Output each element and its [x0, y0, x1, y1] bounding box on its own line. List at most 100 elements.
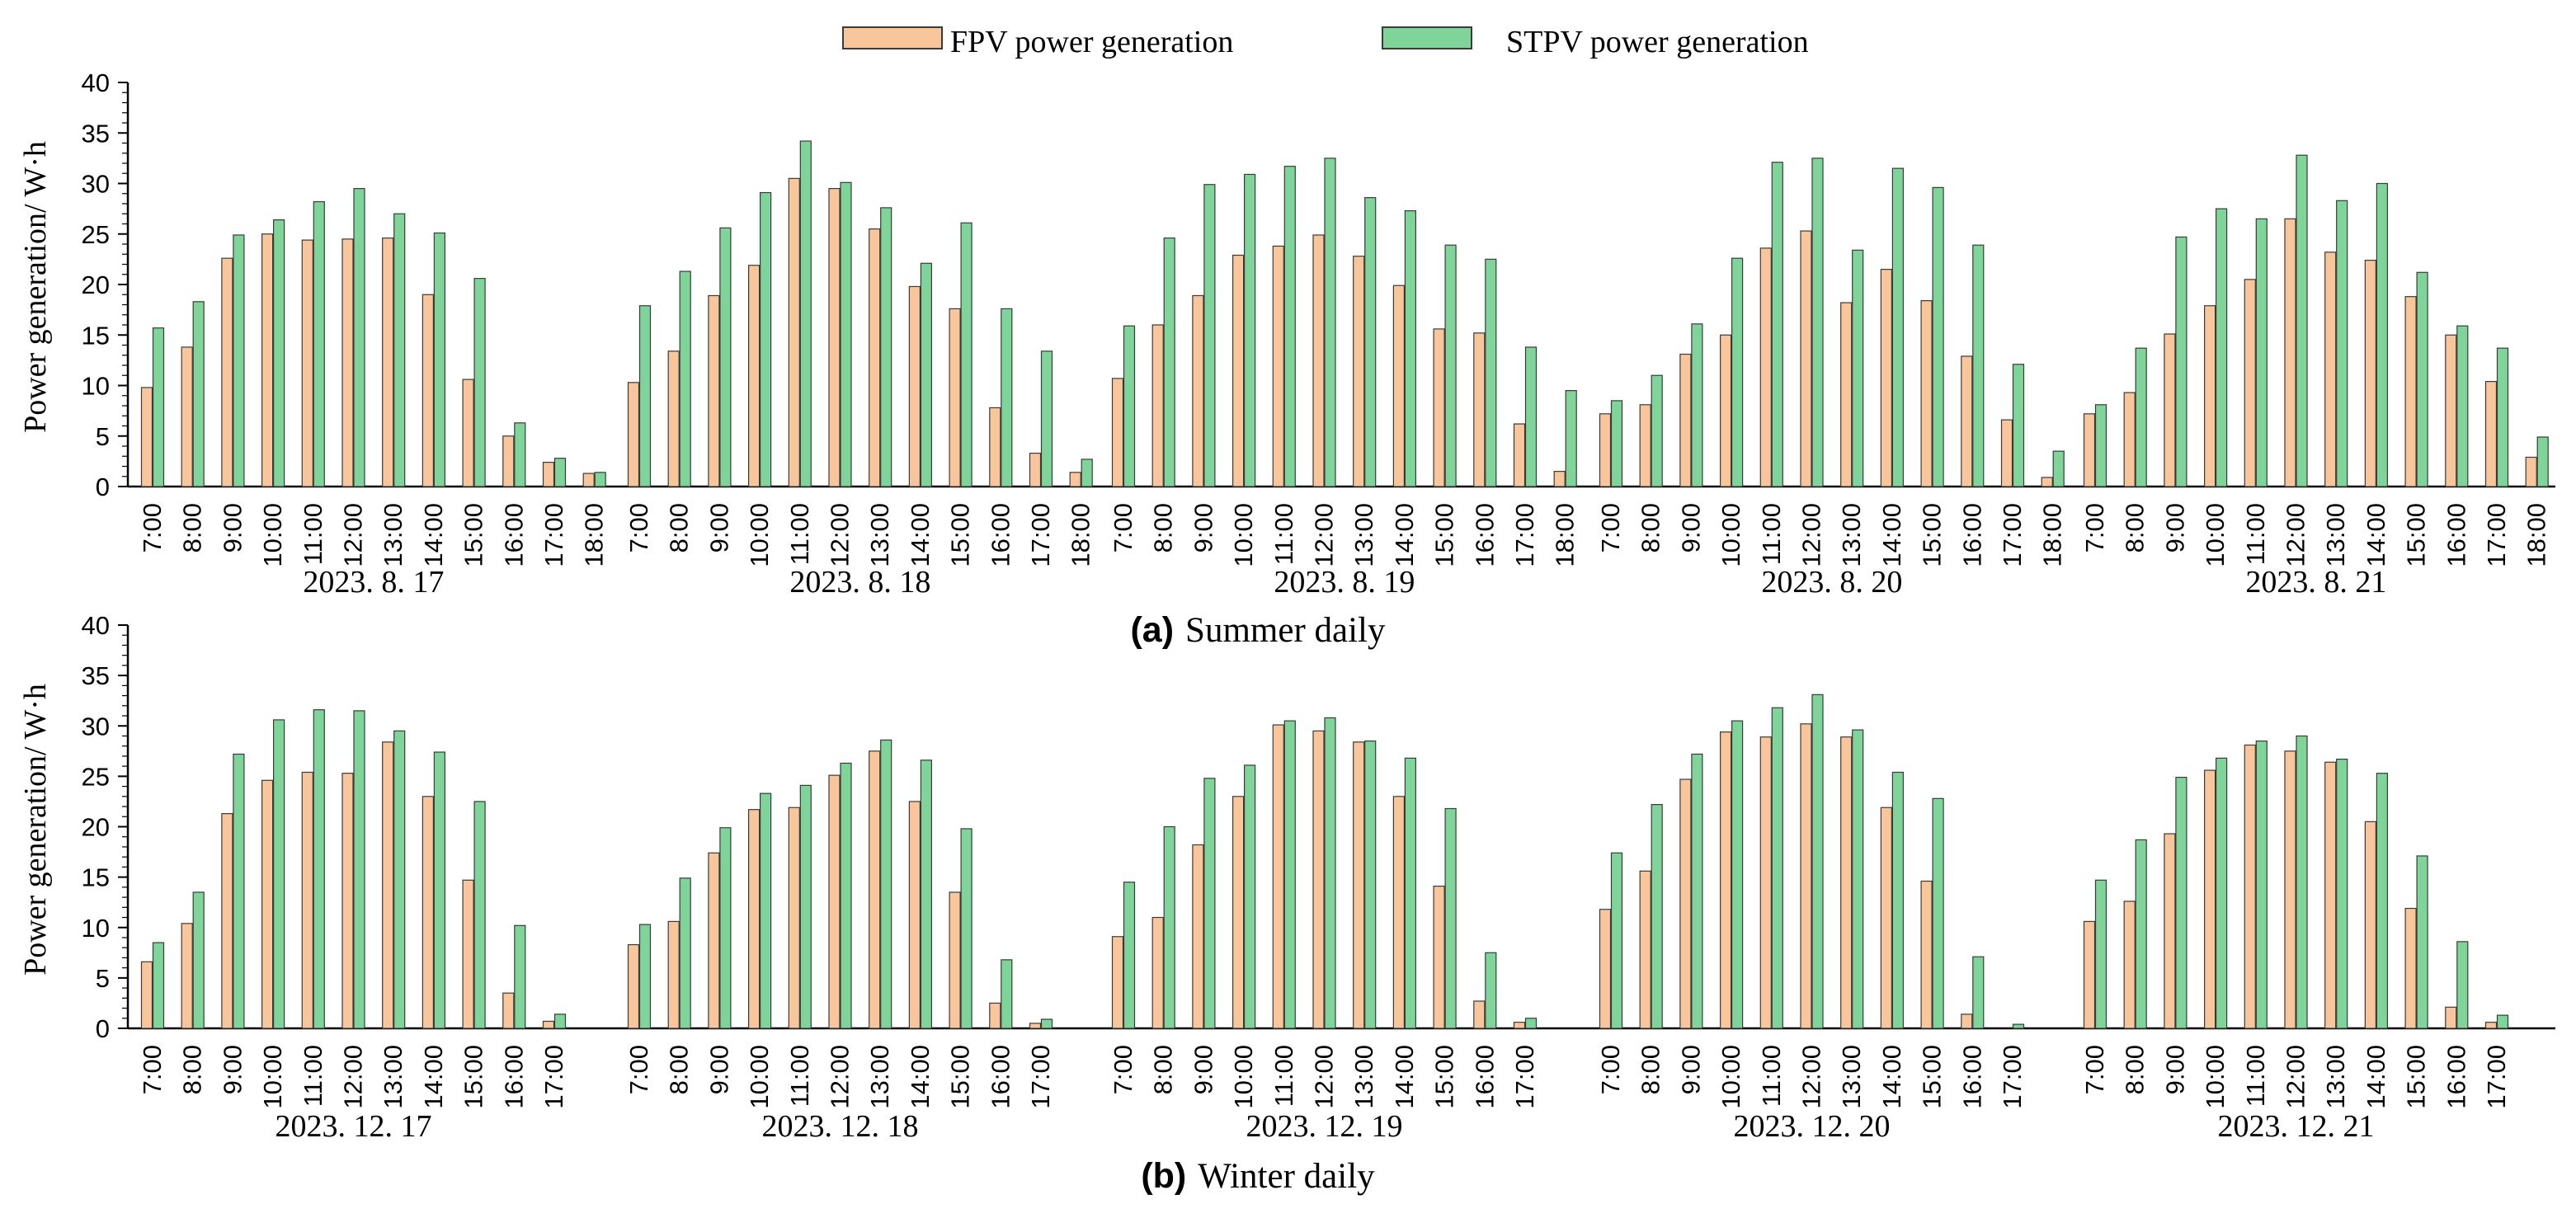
- hour-tick-label: 11:00: [2241, 503, 2270, 565]
- bar-fpv: [828, 774, 841, 1029]
- bar-stpv: [1243, 764, 1256, 1029]
- bar-fpv: [421, 294, 435, 487]
- bar-stpv: [1040, 1018, 1053, 1029]
- bar-fpv: [1312, 234, 1325, 487]
- hour-tick-label: 15:00: [946, 1045, 975, 1109]
- bar-stpv: [1731, 720, 1744, 1029]
- bar-fpv: [2204, 769, 2216, 1029]
- hour-tick-label: 7:00: [138, 1045, 167, 1094]
- hour-tick-label: 14:00: [906, 503, 935, 567]
- bar-fpv: [2324, 761, 2337, 1029]
- hour-tick-label: 15:00: [1430, 503, 1459, 567]
- hour-tick-label: 13:00: [865, 503, 894, 567]
- bar-stpv: [1610, 852, 1623, 1029]
- bar-fpv: [1192, 294, 1204, 487]
- bar-fpv: [788, 807, 800, 1029]
- y-tick-label: 0: [96, 473, 110, 501]
- hour-tick-label: 17:00: [2482, 1045, 2511, 1109]
- bar-fpv: [462, 879, 474, 1029]
- bar-fpv: [341, 773, 354, 1029]
- y-tick-label: 5: [96, 964, 110, 993]
- bar-stpv: [2336, 758, 2348, 1029]
- hour-tick-label: 8:00: [665, 503, 694, 553]
- bar-fpv: [1433, 328, 1445, 487]
- hour-tick-label: 18:00: [2038, 503, 2067, 567]
- bar-fpv: [708, 852, 720, 1029]
- bar-fpv: [708, 294, 720, 487]
- bar-stpv: [393, 730, 406, 1029]
- date-label: 2023. 8. 17: [303, 565, 444, 600]
- panel-summer: Power generation/ W·h 0 5 10 15 20 25 30 35 40 7…: [18, 68, 2555, 650]
- legend-label-stpv: STPV power generation: [1506, 25, 1809, 59]
- bar-stpv: [2255, 740, 2268, 1029]
- hour-tick-label: 11:00: [1269, 1045, 1298, 1107]
- bar-stpv: [638, 305, 652, 487]
- bar-fpv: [989, 407, 1001, 487]
- hour-tick-label: 9:00: [2160, 1045, 2189, 1094]
- bar-stpv: [273, 719, 285, 1029]
- y-tick-label: 10: [82, 914, 110, 943]
- hour-tick-label: 10:00: [1229, 503, 1258, 567]
- bar-stpv: [433, 232, 446, 487]
- bar-stpv: [393, 213, 406, 487]
- bar-stpv: [2094, 404, 2107, 487]
- hour-tick-label: 14:00: [2362, 503, 2390, 567]
- bar-fpv: [1840, 302, 1853, 487]
- bar-stpv: [2175, 776, 2187, 1029]
- bar-fpv: [2164, 333, 2176, 487]
- hour-tick-label: 13:00: [379, 503, 407, 567]
- bar-stpv: [2536, 436, 2549, 487]
- bar-stpv: [353, 188, 365, 487]
- bar-stpv: [920, 759, 933, 1029]
- bar-fpv: [627, 943, 640, 1029]
- hour-tick-label: 15:00: [946, 503, 975, 567]
- bar-fpv: [502, 992, 515, 1029]
- hour-tick-label: 14:00: [1390, 503, 1419, 567]
- bar-fpv: [2525, 456, 2537, 487]
- bar-fpv: [1231, 796, 1245, 1029]
- bar-fpv: [1961, 1013, 1973, 1029]
- bar-stpv: [2255, 218, 2268, 487]
- panel-winter-axes: 0 5 10 15 20 25 30 35 40: [82, 611, 2555, 1043]
- bar-stpv: [1610, 400, 1623, 487]
- hour-tick-label: 16:00: [499, 1045, 528, 1109]
- bar-stpv: [1771, 162, 1783, 487]
- panel-winter-caption-text: Winter daily: [1198, 1157, 1375, 1196]
- hour-tick-label: 14:00: [906, 1045, 935, 1109]
- hour-tick-label: 16:00: [986, 1045, 1015, 1109]
- bar-fpv: [1151, 324, 1164, 487]
- bar-stpv: [152, 327, 165, 487]
- bar-fpv: [667, 350, 680, 487]
- bar-fpv: [2445, 1006, 2457, 1029]
- bar-stpv: [1324, 717, 1336, 1029]
- hour-tick-label: 9:00: [218, 503, 247, 553]
- bar-stpv: [1283, 166, 1296, 487]
- bar-fpv: [1800, 230, 1812, 487]
- hour-tick-label: 16:00: [986, 503, 1015, 567]
- bar-stpv: [1651, 374, 1663, 487]
- bar-fpv: [2484, 381, 2498, 487]
- bar-stpv: [553, 1013, 567, 1029]
- bar-fpv: [181, 923, 193, 1029]
- hour-tick-label: 15:00: [1918, 1045, 1947, 1109]
- hour-tick-label: 13:00: [1349, 1045, 1378, 1109]
- bar-stpv: [1123, 882, 1136, 1029]
- bar-stpv: [594, 472, 606, 487]
- bar-stpv: [1972, 956, 1985, 1029]
- hour-tick-label: 11:00: [1269, 503, 1298, 565]
- panel-winter-date-labels: 2023. 12. 17 2023. 12. 18 2023. 12. 19 2023…: [275, 1109, 2375, 1144]
- bar-fpv: [261, 779, 274, 1029]
- hour-tick-label: 16:00: [1957, 503, 1986, 567]
- y-tick-label: 40: [82, 68, 110, 97]
- bar-fpv: [341, 238, 354, 487]
- hour-tick-label: 15:00: [1430, 1045, 1459, 1109]
- bar-stpv: [433, 751, 446, 1029]
- bar-stpv: [2376, 773, 2388, 1029]
- panel-winter-hour-labels: 7:00 8:00 9:00 10:00 11:00 12:00 13:00 14:00 15:…: [138, 1045, 2511, 1109]
- hour-tick-label: 10:00: [258, 503, 287, 567]
- hour-tick-label: 7:00: [1596, 503, 1625, 553]
- bar-fpv: [1111, 936, 1124, 1029]
- date-label: 2023. 12. 19: [1246, 1109, 1403, 1144]
- bar-fpv: [2123, 392, 2136, 487]
- bar-stpv: [638, 924, 652, 1029]
